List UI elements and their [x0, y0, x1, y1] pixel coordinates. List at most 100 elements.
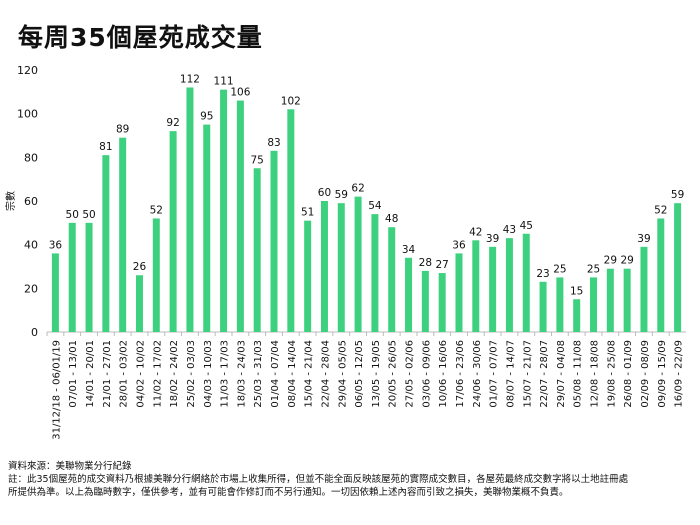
x-tick-label: 04/03 - 10/03 — [203, 340, 214, 408]
data-label: 29 — [620, 255, 633, 267]
x-tick-label: 21/01 - 27/01 — [102, 340, 113, 408]
bar — [505, 238, 513, 332]
bar — [657, 218, 665, 332]
bar — [590, 277, 598, 332]
x-tick-label: 25/03 - 31/03 — [253, 340, 264, 408]
x-tick-label: 17/06 - 23/06 — [455, 340, 466, 408]
bar — [304, 220, 312, 332]
bar — [220, 89, 228, 333]
data-label: 111 — [214, 76, 234, 88]
x-tick-label: 05/08 - 11/08 — [573, 340, 584, 408]
bar — [152, 218, 160, 332]
bar — [371, 214, 379, 332]
bar — [253, 168, 261, 332]
x-tick-label: 01/04 - 07/04 — [270, 340, 281, 408]
data-label: 26 — [133, 261, 147, 273]
disclaimer-line-2: 所提供為準。以上為臨時數字，僅供參考，並有可能會作修訂而不另行通知。一切因依賴上… — [8, 487, 569, 498]
disclaimer-line-1: 註：此35個屋苑的成交資料乃根據美聯分行網絡於市場上收集所得，但並不能全面反映該… — [8, 474, 629, 485]
y-tick-label: 100 — [17, 108, 38, 121]
bar — [236, 100, 244, 332]
data-label: 39 — [637, 233, 650, 245]
x-tick-label: 18/02 - 24/02 — [169, 340, 180, 408]
bar — [287, 109, 295, 332]
x-tick-label: 16/09 - 22/09 — [674, 340, 685, 408]
bar — [388, 227, 396, 332]
data-label: 28 — [419, 257, 432, 269]
x-tick-label: 09/09 - 15/09 — [657, 340, 668, 408]
x-tick-label: 19/08 - 25/08 — [606, 340, 617, 408]
x-tick-label: 14/01 - 20/01 — [85, 340, 96, 408]
data-label: 25 — [553, 263, 566, 275]
data-label: 60 — [318, 187, 331, 199]
data-label: 75 — [251, 154, 264, 166]
data-label: 52 — [150, 204, 163, 216]
bar — [85, 222, 93, 332]
x-tick-label: 31/12/18 - 06/01/19 — [51, 340, 62, 440]
data-label: 50 — [66, 209, 79, 221]
bar — [438, 273, 446, 332]
bar — [522, 233, 530, 332]
x-tick-label: 08/07 - 14/07 — [505, 340, 516, 408]
x-tick-label: 04/02 - 10/02 — [135, 340, 146, 408]
bar — [573, 299, 581, 332]
bar — [556, 277, 564, 332]
data-label: 43 — [503, 224, 516, 236]
bar — [119, 137, 127, 332]
bar — [539, 281, 547, 332]
bar — [606, 268, 614, 332]
bar — [51, 253, 59, 332]
bar — [405, 257, 413, 332]
x-tick-label: 28/01 - 03/02 — [119, 340, 130, 408]
data-label: 81 — [99, 141, 112, 153]
y-tick-label: 120 — [17, 64, 38, 77]
data-label: 25 — [587, 263, 600, 275]
bar — [640, 246, 648, 332]
x-tick-label: 29/07 - 04/08 — [556, 340, 567, 408]
y-tick-label: 20 — [24, 282, 38, 295]
x-tick-label: 07/01 - 13/01 — [68, 340, 79, 408]
x-tick-label: 18/03 - 24/03 — [236, 340, 247, 408]
x-tick-label: 22/04 - 28/04 — [320, 340, 331, 408]
data-label: 45 — [520, 220, 533, 232]
x-tick-label: 08/04 - 14/04 — [287, 340, 298, 408]
data-label: 59 — [335, 189, 348, 201]
data-label: 42 — [469, 226, 482, 238]
x-tick-label: 12/08 - 18/08 — [590, 340, 601, 408]
data-label: 23 — [536, 268, 549, 280]
data-label: 36 — [452, 239, 466, 251]
x-tick-label: 27/05 - 02/06 — [405, 340, 416, 408]
data-label: 83 — [267, 137, 280, 149]
bar — [489, 246, 497, 332]
x-tick-label: 11/03 - 17/03 — [220, 340, 231, 408]
bar — [337, 203, 345, 332]
x-tick-label: 22/07 - 28/07 — [539, 340, 550, 408]
data-label: 102 — [281, 95, 301, 107]
bar — [354, 196, 362, 332]
bar — [674, 203, 682, 332]
data-label: 92 — [166, 117, 179, 129]
bar — [421, 270, 429, 332]
data-label: 112 — [180, 73, 200, 85]
data-label: 27 — [435, 259, 448, 271]
bar — [169, 131, 177, 332]
bar — [203, 124, 211, 332]
x-tick-label: 20/05 - 26/05 — [388, 340, 399, 408]
bar — [102, 155, 110, 332]
x-tick-label: 01/07 - 07/07 — [489, 340, 500, 408]
data-label: 59 — [671, 189, 684, 201]
source-note: 資料來源：美聯物業分行紀錄 — [8, 461, 132, 472]
x-tick-label: 15/07 - 21/07 — [522, 340, 533, 408]
x-tick-label: 06/05 - 12/05 — [354, 340, 365, 408]
bar — [135, 275, 143, 332]
y-tick-label: 60 — [24, 195, 38, 208]
bar — [472, 240, 480, 332]
y-axis-label: 宗數 — [4, 191, 17, 211]
data-label: 36 — [49, 239, 63, 251]
x-tick-label: 15/04 - 21/04 — [304, 340, 315, 408]
x-tick-label: 13/05 - 19/05 — [371, 340, 382, 408]
data-label: 15 — [570, 285, 583, 297]
x-tick-label: 25/02 - 03/03 — [186, 340, 197, 408]
data-label: 39 — [486, 233, 499, 245]
x-tick-label: 02/09 - 08/09 — [640, 340, 651, 408]
bar — [455, 253, 463, 332]
